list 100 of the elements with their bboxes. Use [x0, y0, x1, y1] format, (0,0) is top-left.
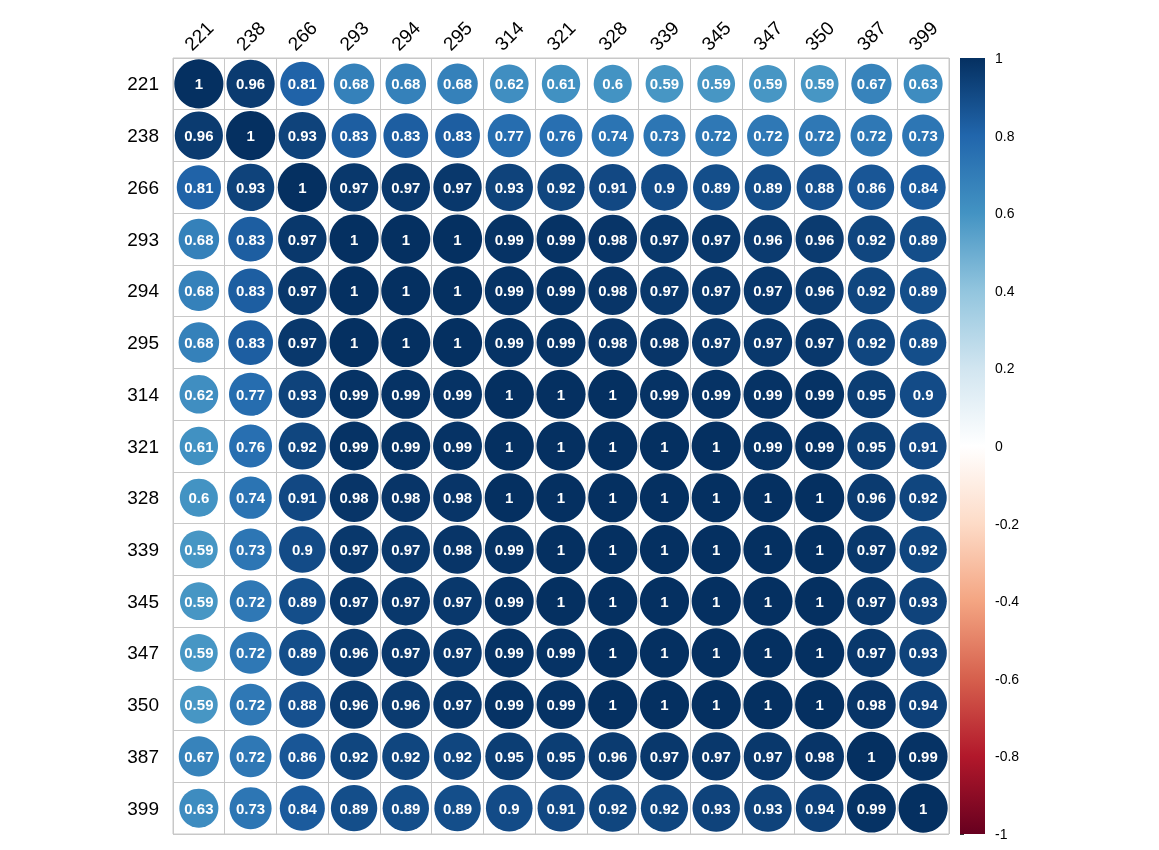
data-label: 0.6	[188, 489, 210, 507]
data-label: 0.72	[236, 644, 266, 662]
color-bar-label: -0.8	[995, 748, 1020, 765]
data-label: 0.83	[442, 127, 473, 145]
data-label: 0.73	[236, 799, 266, 817]
data-label: 1	[867, 747, 876, 765]
data-label: 1	[815, 592, 824, 610]
x-tick-label: 345	[697, 17, 735, 55]
data-label: 0.59	[184, 592, 214, 610]
y-tick-label: 238	[127, 125, 159, 147]
data-label: 1	[453, 282, 462, 300]
data-label: 1	[815, 540, 824, 558]
data-label: 0.99	[805, 385, 835, 403]
data-label: 0.97	[339, 178, 369, 196]
x-tick-label: 266	[283, 17, 321, 55]
data-label: 0.94	[908, 696, 939, 714]
data-label: 0.62	[184, 385, 214, 403]
color-bar-label: 0.6	[995, 205, 1015, 222]
data-label: 0.84	[908, 178, 939, 196]
y-tick-label: 321	[127, 435, 159, 457]
data-label: 1	[453, 334, 462, 352]
data-label: 0.73	[649, 127, 680, 145]
data-label: 0.97	[753, 282, 783, 300]
data-label: 0.59	[805, 75, 835, 93]
x-tick-label: 347	[749, 17, 787, 55]
data-label: 1	[763, 592, 773, 610]
data-label: 0.97	[649, 747, 680, 765]
data-label: 0.77	[236, 385, 266, 403]
data-label: 0.72	[856, 127, 886, 145]
data-label: 0.93	[236, 178, 266, 196]
data-label: 0.97	[701, 230, 731, 248]
x-tick-label: 399	[904, 17, 942, 55]
data-label: 1	[712, 592, 721, 610]
data-label: 0.9	[498, 799, 520, 817]
data-label: 1	[608, 489, 617, 507]
x-tick-label: 221	[180, 17, 218, 55]
data-label: 1	[556, 385, 566, 403]
data-label: 0.93	[908, 644, 938, 662]
data-label: 1	[660, 540, 669, 558]
data-label: 1	[608, 592, 617, 610]
data-label: 0.61	[546, 75, 576, 93]
data-label: 1	[660, 489, 669, 507]
data-label: 0.83	[391, 127, 421, 145]
data-label: 0.59	[184, 540, 214, 558]
data-label: 0.99	[339, 385, 369, 403]
data-label: 0.98	[649, 334, 680, 352]
data-label: 0.91	[546, 799, 576, 817]
data-label: 1	[401, 282, 410, 300]
x-tick-label: 294	[387, 17, 425, 55]
x-tick-label: 328	[594, 17, 632, 55]
data-label: 0.99	[442, 437, 473, 455]
data-label: 0.93	[701, 799, 731, 817]
color-bar-label: 0	[995, 438, 1003, 454]
data-label: 1	[712, 644, 721, 662]
data-label: 0.96	[339, 644, 369, 662]
data-label: 1	[712, 540, 721, 558]
data-label: 0.99	[494, 592, 524, 610]
data-label: 0.68	[442, 75, 473, 93]
data-label: 0.97	[339, 592, 369, 610]
data-label: 0.59	[184, 644, 214, 662]
data-label: 0.96	[184, 127, 214, 145]
data-label: 0.95	[856, 385, 886, 403]
data-label: 0.99	[805, 437, 835, 455]
data-label: 0.77	[494, 127, 524, 145]
data-label: 0.97	[287, 230, 317, 248]
data-label: 1	[660, 592, 669, 610]
data-label: 0.59	[753, 75, 783, 93]
data-label: 0.96	[339, 696, 369, 714]
data-label: 0.99	[494, 282, 524, 300]
color-bar-label: 0.4	[995, 282, 1015, 299]
color-bar-label: -1	[995, 826, 1008, 842]
data-label: 0.99	[546, 696, 576, 714]
data-label: 0.96	[598, 747, 628, 765]
data-label: 0.59	[649, 75, 680, 93]
x-tick-label: 295	[438, 17, 477, 55]
data-label: 0.95	[856, 437, 886, 455]
data-label: 0.92	[442, 747, 473, 765]
data-label: 1	[712, 696, 721, 714]
data-label: 0.68	[184, 230, 214, 248]
data-label: 1	[246, 127, 255, 145]
data-label: 0.96	[236, 75, 266, 93]
data-label: 1	[298, 178, 307, 196]
data-label: 1	[349, 230, 359, 248]
data-label: 0.98	[442, 489, 473, 507]
y-tick-label: 295	[127, 332, 159, 354]
data-label: 0.89	[391, 799, 421, 817]
data-label: 0.99	[908, 747, 938, 765]
data-label: 1	[918, 799, 928, 817]
x-tick-label: 387	[852, 17, 891, 55]
data-label: 0.68	[184, 334, 214, 352]
data-label: 0.99	[856, 799, 886, 817]
data-label: 0.96	[391, 696, 421, 714]
data-label: 0.81	[287, 75, 317, 93]
y-tick-label: 293	[127, 228, 159, 250]
data-label: 0.99	[391, 437, 421, 455]
data-label: 1	[608, 644, 617, 662]
data-label: 0.99	[701, 385, 731, 403]
data-label: 1	[815, 489, 824, 507]
data-label: 1	[660, 644, 669, 662]
data-label: 0.92	[391, 747, 421, 765]
